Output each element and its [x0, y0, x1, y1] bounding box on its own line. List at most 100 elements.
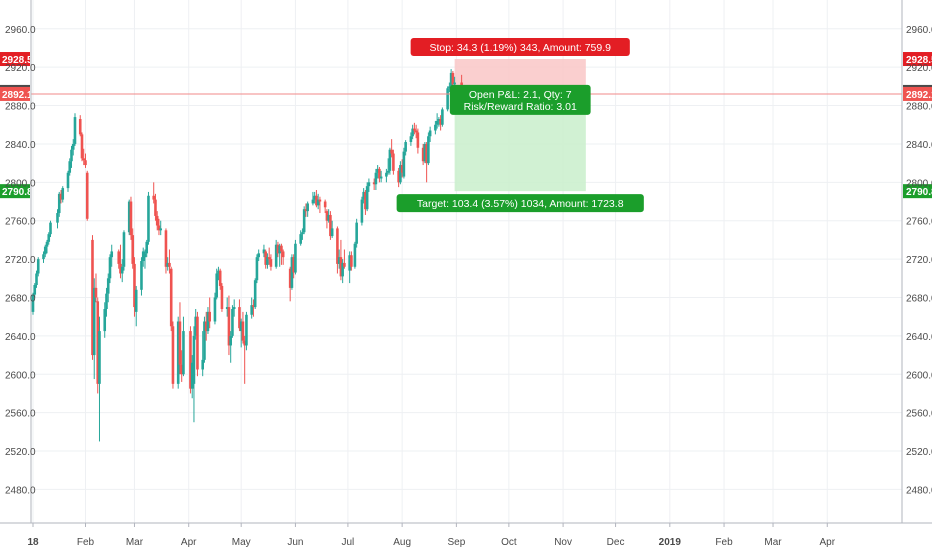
x-tick-label: Mar: [126, 537, 144, 548]
y-tick-label-left: 2600.0: [5, 370, 36, 381]
candle-body: [374, 172, 378, 185]
candle-body: [103, 309, 107, 332]
candle-body: [127, 201, 131, 233]
target-info-box: [396, 194, 644, 213]
stop-info-text: Stop: 34.3 (1.19%) 343, Amount: 759.9: [429, 42, 611, 54]
candle-body: [36, 259, 40, 274]
y-tick-label-right: 2960.0: [906, 25, 932, 36]
candle-body: [353, 243, 357, 267]
candle-body: [341, 262, 344, 277]
candle-body: [372, 182, 376, 185]
candle-body: [143, 253, 147, 258]
y-tick-label-left: 2680.0: [5, 293, 36, 304]
candle-body: [397, 170, 400, 183]
stop-price-badge-right: [903, 52, 932, 67]
candle-body: [68, 161, 72, 173]
candle-body: [154, 199, 157, 216]
candle-body: [194, 316, 198, 336]
last-price-label-left: 2892.1: [2, 90, 33, 101]
candle-body: [411, 128, 414, 137]
x-tick-label: Oct: [501, 537, 517, 548]
candle-body: [110, 251, 114, 258]
candle-body: [362, 191, 365, 200]
y-tick-label-right: 2520.0: [906, 447, 932, 458]
candle-body: [119, 263, 122, 274]
candle-body: [227, 307, 231, 346]
y-tick-label-left: 2960.0: [5, 25, 36, 36]
candle-body: [339, 257, 343, 277]
candle-body: [250, 305, 253, 315]
candle-body: [355, 222, 358, 244]
candle-body: [441, 109, 444, 125]
candle-body: [437, 118, 441, 121]
x-tick-label: Jun: [287, 537, 303, 548]
y-tick-label-right: 2600.0: [906, 370, 932, 381]
candle-body: [385, 172, 388, 177]
candle-body: [304, 209, 308, 212]
candle-body: [365, 186, 369, 210]
candle-body: [166, 262, 170, 267]
candle-body: [141, 251, 145, 262]
candle-body: [311, 199, 315, 204]
candle-body: [315, 195, 318, 206]
candle-body: [145, 241, 149, 254]
x-tick-label: May: [232, 537, 251, 548]
candle-body: [85, 172, 89, 219]
candle-body: [336, 228, 339, 264]
candle-body: [257, 253, 260, 258]
candle-body: [43, 246, 47, 255]
candle-body: [42, 254, 45, 260]
candle-body: [105, 293, 108, 310]
candle-body: [31, 294, 35, 312]
x-tick-label: Feb: [715, 537, 733, 548]
y-tick-label-right: 2880.0: [906, 102, 932, 113]
candle-body: [434, 124, 437, 131]
candle-body: [178, 321, 182, 365]
y-tick-label-left: 2480.0: [5, 485, 36, 496]
candle-body: [49, 222, 52, 235]
candle-body: [290, 257, 294, 288]
candle-body: [323, 201, 327, 208]
candle-body: [152, 195, 156, 200]
candle-body: [217, 270, 220, 274]
candle-body: [343, 262, 346, 267]
candle-body: [288, 268, 292, 288]
candle-body: [80, 134, 84, 159]
candle-body: [189, 331, 192, 389]
candle-body: [266, 257, 269, 265]
pnl-info-text: Open P&L: 2.1, Qty: 7: [469, 89, 572, 101]
candle-body: [306, 203, 309, 212]
candle-body: [169, 268, 173, 327]
candle-body: [196, 316, 199, 370]
y-tick-label-right: 2640.0: [906, 332, 932, 343]
candle-body: [225, 307, 229, 310]
candle-body: [171, 326, 175, 384]
y-tick-label-left: 2880.0: [5, 102, 36, 113]
candle-body: [73, 117, 77, 144]
candle-body: [329, 214, 332, 237]
x-tick-label: Apr: [181, 537, 197, 548]
candle-body: [206, 311, 210, 332]
candle-body: [98, 331, 101, 384]
candle-body: [267, 257, 271, 260]
candle-body: [168, 262, 171, 267]
candle-body: [313, 195, 316, 200]
x-tick-label: Aug: [393, 537, 411, 548]
candle-body: [379, 176, 383, 179]
candle-body: [82, 158, 86, 161]
candle-body: [302, 209, 306, 233]
candle-body: [140, 261, 143, 290]
candle-body: [278, 245, 281, 254]
candle-body: [446, 88, 449, 110]
candle-body: [435, 120, 439, 125]
candle-body: [245, 314, 248, 346]
candle-body: [232, 307, 236, 310]
candle-body: [190, 362, 194, 389]
y-tick-label-left: 2760.0: [5, 217, 36, 228]
candle-body: [327, 214, 330, 221]
candle-body: [360, 199, 364, 223]
candle-body: [264, 251, 267, 265]
candle-body: [402, 151, 406, 177]
y-tick-label-left: 2840.0: [5, 140, 36, 151]
